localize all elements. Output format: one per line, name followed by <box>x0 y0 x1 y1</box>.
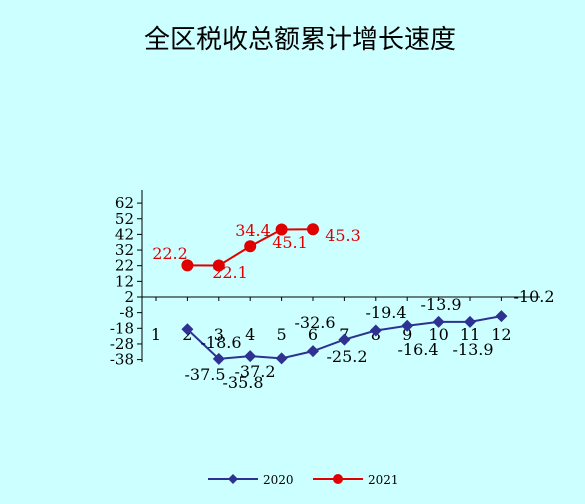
y-tick-label: 32 <box>115 241 134 259</box>
data-point-2020 <box>369 324 382 337</box>
data-point-2021 <box>307 223 319 236</box>
data-label-2020: -13.9 <box>452 340 493 359</box>
y-tick-label: -18 <box>110 319 134 337</box>
y-tick-label: 42 <box>115 225 134 243</box>
x-tick-label: 9 <box>402 325 412 344</box>
data-point-2020 <box>464 315 476 328</box>
y-tick-label: 62 <box>115 194 134 212</box>
data-point-2020 <box>432 315 445 328</box>
data-label-2020: -19.4 <box>365 303 406 322</box>
data-label-2021: 34.4 <box>235 221 271 240</box>
data-point-2020 <box>401 319 414 332</box>
data-point-2020 <box>244 350 257 363</box>
data-point-2020 <box>307 345 319 358</box>
data-point-2021 <box>244 240 257 253</box>
data-label-2020: -35.8 <box>222 373 263 392</box>
x-tick-label: 5 <box>277 325 287 344</box>
legend-label-2020: 2020 <box>263 473 294 487</box>
x-tick-label: 10 <box>428 325 448 344</box>
x-tick-label: 3 <box>214 325 224 344</box>
x-tick-label: 4 <box>245 325 255 344</box>
data-labels: -18.6 -37.5-35.8-37.2 -32.6 -25.2 -19.4 -16.4… <box>152 221 554 392</box>
y-tick-label: 22 <box>115 257 134 275</box>
data-label-2021: 22.1 <box>212 263 248 282</box>
data-point-2021 <box>181 259 194 272</box>
x-tick-label: 1 <box>151 325 161 344</box>
x-tick-label: 12 <box>491 325 511 344</box>
data-label-2020: -32.6 <box>294 313 335 332</box>
data-label-2021: 45.3 <box>325 226 361 245</box>
legend: 2020 2021 <box>208 473 399 487</box>
data-label-2021: 45.1 <box>272 233 308 252</box>
data-label-2020: -13.9 <box>420 295 461 314</box>
data-label-2020: -10.2 <box>513 287 554 306</box>
y-tick-label: -38 <box>110 351 134 369</box>
series-layer <box>181 223 508 365</box>
data-point-2020 <box>495 310 508 323</box>
legend-marker-2021 <box>333 474 343 484</box>
chart-title: 全区税收总额累计增长速度 <box>144 25 456 55</box>
data-label-2020: -18.6 <box>200 333 241 352</box>
y-tick-label: 52 <box>115 210 134 228</box>
data-label-2020: -37.2 <box>234 362 275 381</box>
data-point-2020 <box>275 352 288 365</box>
data-label-2021: 22.2 <box>152 244 188 263</box>
data-point-2021 <box>212 259 225 272</box>
data-label-2020: -25.2 <box>326 347 367 366</box>
data-point-2021 <box>275 223 288 236</box>
legend-label-2021: 2021 <box>368 473 399 487</box>
y-tick-label: -28 <box>110 335 134 353</box>
data-label-2020: -37.5 <box>184 365 225 384</box>
legend-marker-2020 <box>228 474 238 484</box>
y-tick-label: 2 <box>124 288 134 306</box>
data-point-2020 <box>338 333 351 346</box>
data-label-2020: -16.4 <box>397 340 438 359</box>
data-point-2020 <box>212 352 225 365</box>
y-tick-label: 12 <box>115 272 134 290</box>
x-tick-label: 11 <box>460 325 480 344</box>
x-tick-label: 6 <box>308 325 318 344</box>
data-point-2020 <box>181 323 194 336</box>
y-tick-label: -8 <box>119 304 134 322</box>
